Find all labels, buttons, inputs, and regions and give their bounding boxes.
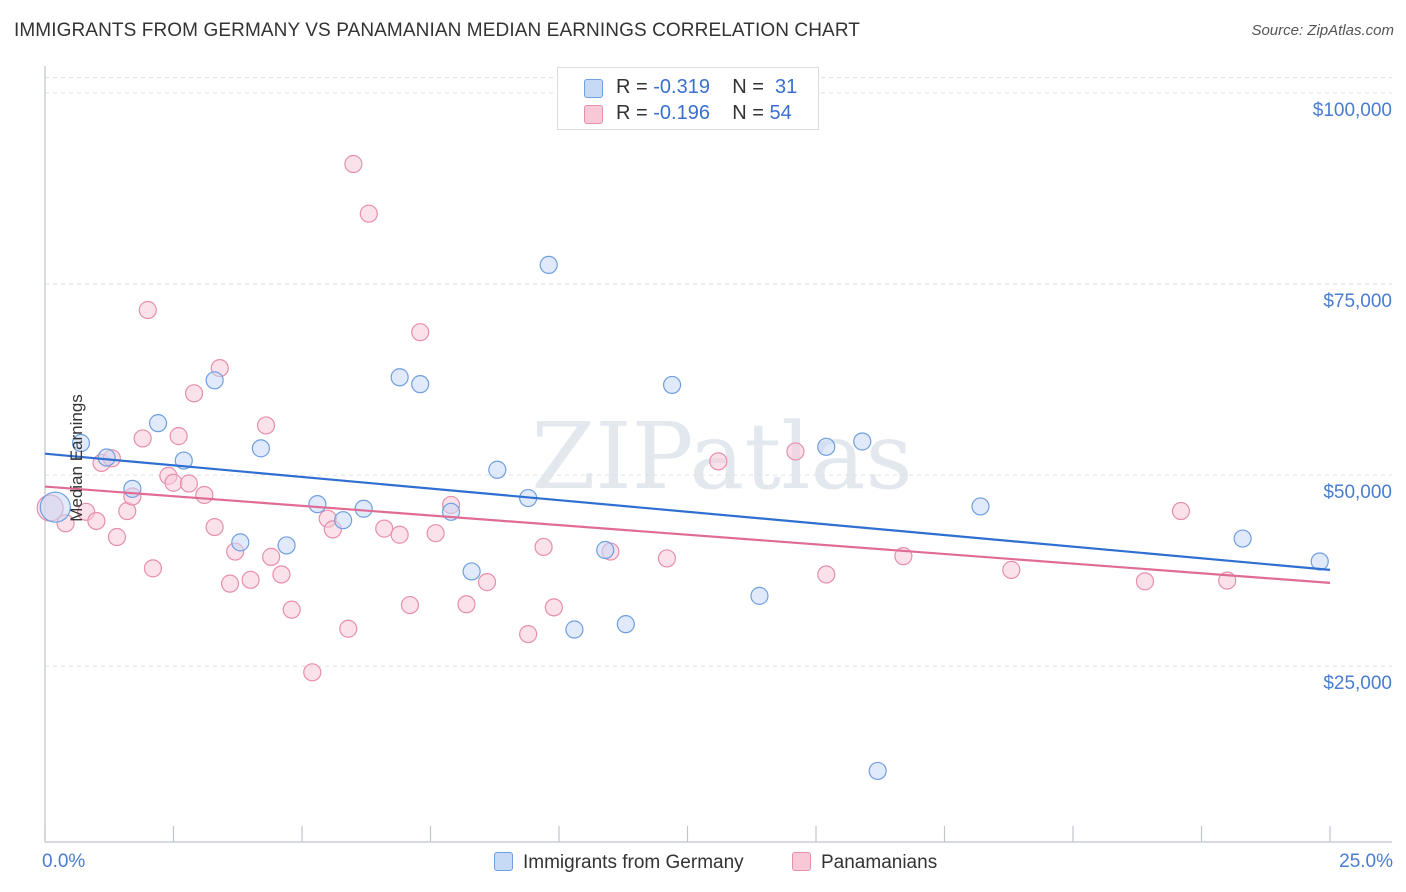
panamanians-point [107,527,127,547]
germany-point [148,414,168,433]
germany-point [231,533,250,552]
panamanians-point [359,204,378,223]
panamanians-point [786,442,805,461]
n-value: 31 [775,76,798,98]
panamanians-point [709,452,728,471]
germany-point [596,540,615,560]
germany-point [97,448,116,467]
panamanians-point [282,600,301,619]
panamanians-swatch [584,105,603,124]
panamanians-point [344,154,363,174]
y-axis-title: Median Earnings [66,394,86,522]
panamanians-point [87,511,106,531]
legend-item-panamanians: Panamanians [792,852,937,874]
y-tick-label: $25,000 [1323,673,1392,695]
y-tick-label: $50,000 [1323,482,1392,504]
panamanians-point [457,595,476,614]
panamanians-point [184,384,204,403]
panamanians-point [303,663,322,682]
germany-point [616,615,635,634]
germany-point [411,375,430,394]
germany-point [565,620,584,639]
panamanians-point [1135,572,1155,591]
germany-point [539,255,558,275]
germany-point [868,761,887,781]
y-tick-label: $75,000 [1323,291,1392,313]
panamanians-point [411,323,430,342]
germany-point [71,433,91,453]
trend-lines [44,452,1331,584]
panamanians-point [339,619,358,638]
panamanians-trend-line [44,485,1331,584]
panamanians-point [426,524,445,543]
germany-point [853,432,872,451]
germany-point [123,479,142,498]
panamanians-point [138,300,157,320]
germany-point [39,491,71,523]
n-label: N = [732,76,770,98]
legend-label-germany: Immigrants from Germany [523,852,744,873]
legend-swatch-germany [494,852,513,871]
panamanians-point [817,565,836,584]
germany-point [462,562,481,581]
germany-point [1233,529,1252,548]
germany-point [488,460,507,479]
panamanians-point [544,598,563,617]
chart-title: IMMIGRANTS FROM GERMANY VS PANAMANIAN ME… [14,20,861,41]
panamanians-point [179,474,199,493]
germany-point [277,536,296,555]
panamanians-point [657,549,677,568]
x-tick-max: 25.0% [1339,851,1393,872]
panamanians-point [164,473,183,492]
panamanians-point [220,574,240,593]
panamanians-point [375,519,394,538]
germany-trend-line [44,452,1331,571]
r-label: R = [616,102,654,124]
panamanians-point [519,624,538,644]
r-value: -0.319 [653,76,710,98]
panamanians-point [143,559,163,578]
germany-point [354,499,373,518]
r-value: -0.196 [653,102,710,124]
germany-point [750,586,769,605]
panamanians-point [205,517,224,537]
panamanians-point [256,416,276,435]
y-tick-label: $100,000 [1312,99,1392,121]
legend-item-germany: Immigrants from Germany [494,852,744,874]
panamanians-point [195,485,214,505]
n-value: 54 [769,102,792,124]
germany-swatch [584,79,603,98]
panamanians-point [272,565,291,584]
n-label: N = [732,102,770,124]
germany-point [205,371,224,390]
panamanians-point [241,570,260,589]
source-credit: Source: ZipAtlas.com [1251,22,1394,39]
panamanians-point [390,525,409,544]
stats-legend: R = -0.319 N = 31 R = -0.196 N = 54 [557,67,819,130]
germany-points [39,255,1329,781]
germany-point [817,437,836,456]
panamanians-point [400,595,420,615]
germany-point [971,497,990,516]
germany-point [662,375,682,395]
legend-label-panamanians: Panamanians [821,852,938,873]
panamanians-point [1002,560,1021,579]
germany-point [390,368,409,387]
legend-swatch-panamanians [792,852,811,871]
r-label: R = [616,76,654,98]
x-tick-min: 0.0% [42,851,86,872]
panamanians-point [169,427,188,446]
germany-point [308,495,327,514]
panamanians-point [133,429,152,448]
panamanians-point [262,547,281,566]
germany-point [334,511,353,530]
panamanians-point [1171,501,1191,521]
panamanians-point [477,573,497,592]
germany-point [251,439,270,458]
panamanians-point [534,537,553,557]
